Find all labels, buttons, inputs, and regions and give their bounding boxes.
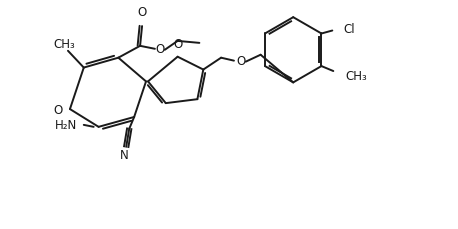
Text: O: O <box>236 55 245 68</box>
Text: O: O <box>155 43 164 56</box>
Text: Cl: Cl <box>343 23 355 36</box>
Text: O: O <box>173 38 182 51</box>
Text: CH₃: CH₃ <box>53 38 75 51</box>
Text: O: O <box>137 6 147 19</box>
Text: O: O <box>54 103 63 116</box>
Text: H₂N: H₂N <box>55 119 77 132</box>
Text: CH₃: CH₃ <box>345 70 367 83</box>
Text: N: N <box>120 148 129 161</box>
